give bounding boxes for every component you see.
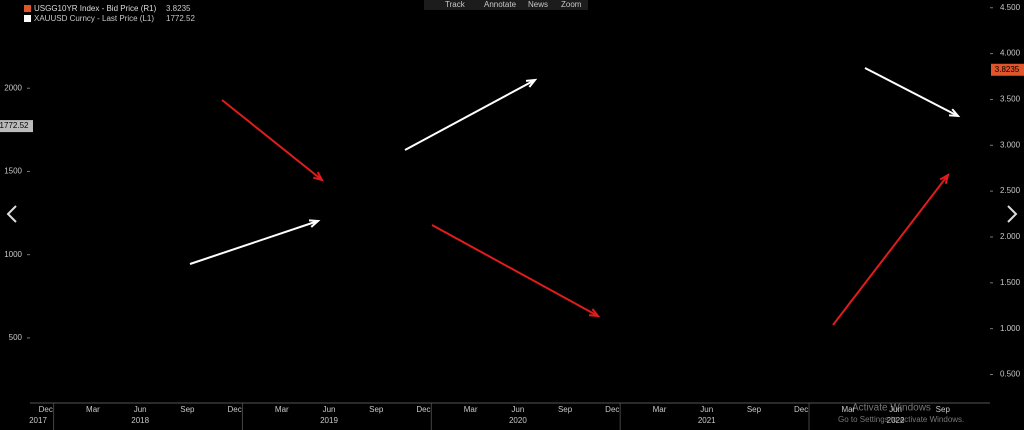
last-value-box <box>991 63 1024 76</box>
annotation-arrow <box>404 78 538 151</box>
arrow-head <box>525 78 538 88</box>
x-tick-label: Jun <box>134 405 147 414</box>
y-tick-label: 500 <box>9 333 23 342</box>
x-year-label: 2022 <box>887 416 905 425</box>
legend-name: USGG10YR Index - Bid Price (R1) <box>34 4 157 13</box>
nav-next[interactable] <box>1007 205 1018 223</box>
x-tick-label: Jun <box>323 405 336 414</box>
arrow-shaft <box>221 99 323 181</box>
legend-swatch <box>24 5 31 12</box>
y2-tick-label: 3.500 <box>1000 95 1021 104</box>
y-tick-label: 2000 <box>4 83 22 92</box>
x-tick-label: Jun <box>511 405 524 414</box>
arrow-shaft <box>864 67 959 117</box>
arrow-shaft <box>431 224 599 317</box>
x-tick-label: Jun <box>700 405 713 414</box>
last-value-label: 1772.52 <box>0 121 29 130</box>
y2-tick-label: 0.500 <box>1000 370 1021 379</box>
arrow-head <box>588 308 601 318</box>
arrow-head <box>308 219 321 228</box>
legend-swatch <box>24 15 31 22</box>
x-year-label: 2017 <box>29 416 47 425</box>
x-tick-label: Mar <box>653 405 667 414</box>
x-tick-label: Sep <box>747 405 762 414</box>
watermark: Activate Windows <box>852 403 931 414</box>
x-year-label: 2021 <box>698 416 716 425</box>
x-tick-label: Mar <box>275 405 289 414</box>
y2-tick-label: 3.000 <box>1000 140 1021 149</box>
x-tick-label: Dec <box>39 405 53 414</box>
arrow-head <box>948 108 961 118</box>
toolbar-item[interactable]: Track <box>445 0 466 9</box>
toolbar <box>424 0 588 10</box>
x-tick-label: Jun <box>889 405 902 414</box>
x-tick-label: Mar <box>841 405 855 414</box>
x-tick-label: Dec <box>227 405 241 414</box>
annotation-arrow <box>864 67 961 118</box>
legend-value: 3.8235 <box>166 4 191 13</box>
y2-tick-label: 2.500 <box>1000 186 1021 195</box>
x-tick-label: Sep <box>558 405 573 414</box>
x-tick-label: Mar <box>464 405 478 414</box>
y2-tick-label: 1.500 <box>1000 278 1021 287</box>
annotation-arrow <box>221 99 325 182</box>
y2-tick-label: 2.000 <box>1000 232 1021 241</box>
annotations <box>189 67 961 326</box>
last-value-box <box>0 120 33 133</box>
arrow-shaft <box>189 220 319 265</box>
watermark: Go to Settings to activate Windows. <box>838 415 964 424</box>
toolbar-item[interactable]: News <box>528 0 548 9</box>
legend-name: XAUUSD Curncy - Last Price (L1) <box>34 14 154 23</box>
arrow-shaft <box>404 79 536 151</box>
arrow-head <box>939 172 950 184</box>
y2-tick-label: 1.000 <box>1000 324 1021 333</box>
x-tick-label: Dec <box>794 405 808 414</box>
x-tick-label: Sep <box>936 405 951 414</box>
x-year-label: 2020 <box>509 416 527 425</box>
y2-tick-label: 4.000 <box>1000 49 1021 58</box>
legend-value: 1772.52 <box>166 14 195 23</box>
y-tick-label: 1000 <box>4 250 22 259</box>
arrow-shaft <box>832 174 949 326</box>
toolbar-item[interactable]: Annotate <box>484 0 517 9</box>
nav-prev[interactable] <box>6 205 17 223</box>
x-year-label: 2019 <box>320 416 338 425</box>
x-tick-label: Sep <box>180 405 195 414</box>
annotation-arrow <box>431 224 601 318</box>
x-year-label: 2018 <box>131 416 149 425</box>
toolbar-item[interactable]: Zoom <box>561 0 582 9</box>
x-tick-label: Dec <box>416 405 430 414</box>
annotation-arrow <box>189 219 321 265</box>
x-tick-label: Mar <box>86 405 100 414</box>
y2-tick-label: 4.500 <box>1000 3 1021 12</box>
x-tick-label: Sep <box>369 405 384 414</box>
last-value-label: 3.8235 <box>995 65 1020 74</box>
x-tick-label: Dec <box>605 405 619 414</box>
arrow-head <box>313 171 325 182</box>
annotation-arrow <box>832 172 950 326</box>
y-tick-label: 1500 <box>4 167 22 176</box>
